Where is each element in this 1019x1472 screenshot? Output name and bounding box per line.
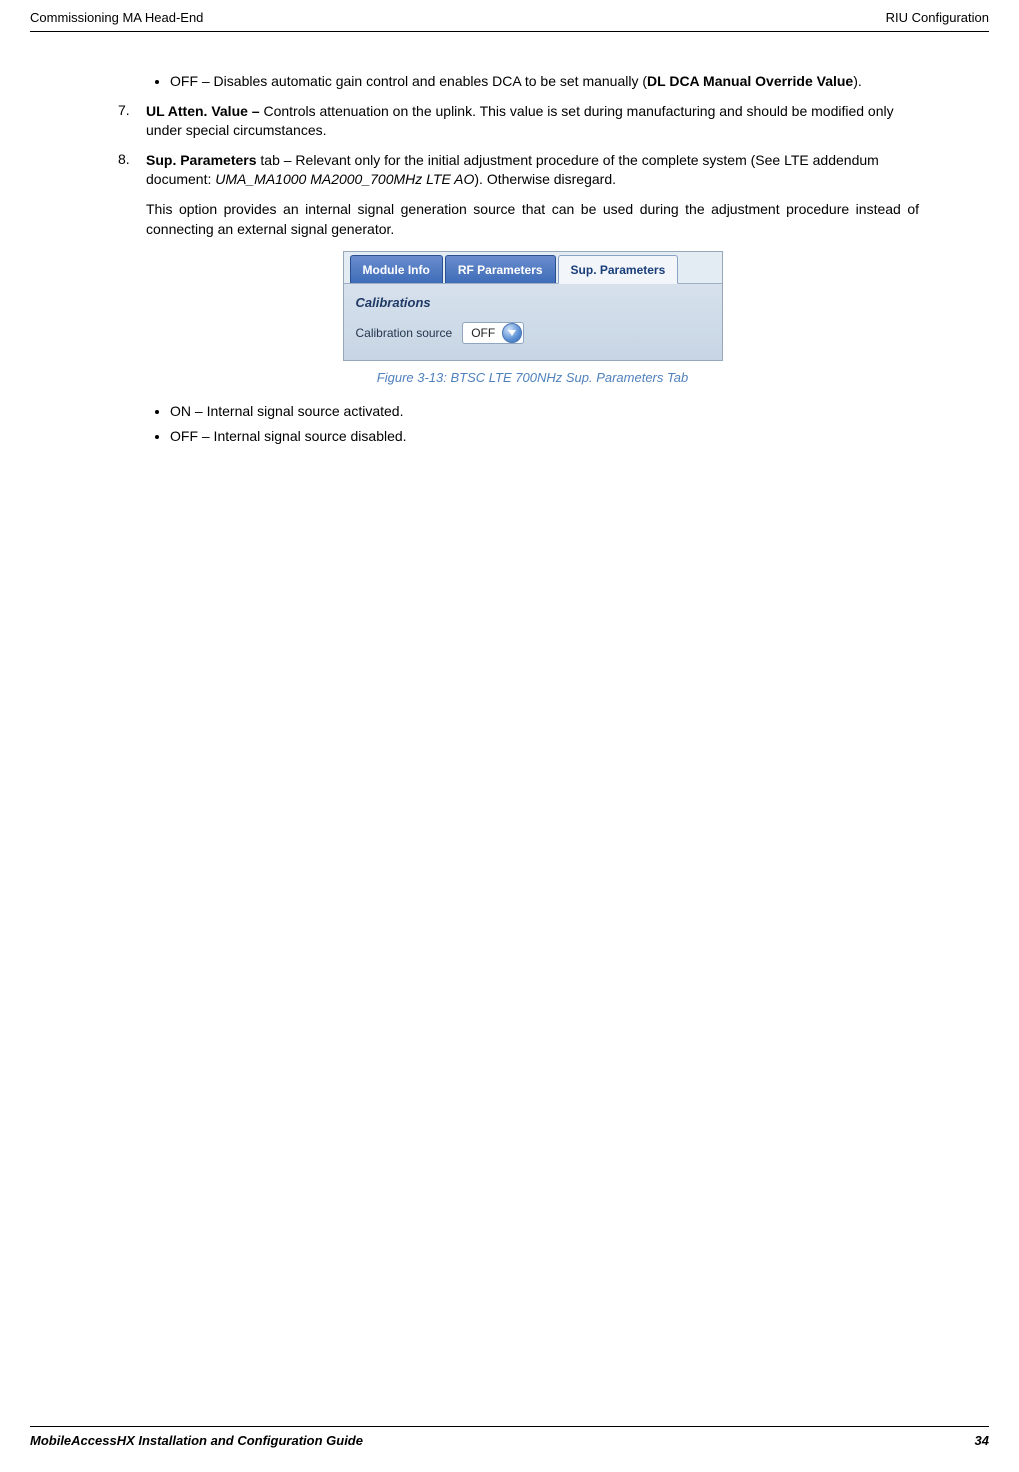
tab-sup-parameters-label: Sup. Parameters: [571, 263, 666, 277]
item7-body: UL Atten. Value – Controls attenuation o…: [146, 102, 919, 141]
item8-num: 8.: [118, 151, 146, 457]
item8-p2: This option provides an internal signal …: [146, 200, 919, 239]
bullet-off-item: OFF – Disables automatic gain control an…: [170, 72, 919, 92]
ui-tabs: Module Info RF Parameters Sup. Parameter…: [344, 252, 722, 284]
figure-wrap: Module Info RF Parameters Sup. Parameter…: [146, 251, 919, 361]
bullet-off-post: ).: [853, 73, 862, 89]
tab-rf-parameters[interactable]: RF Parameters: [445, 255, 556, 283]
header-right: RIU Configuration: [886, 10, 989, 25]
ui-screenshot: Module Info RF Parameters Sup. Parameter…: [343, 251, 723, 361]
item8-p1: Sup. Parameters tab – Relevant only for …: [146, 151, 919, 190]
calibration-source-select[interactable]: OFF: [462, 322, 524, 344]
bullet-list-1: OFF – Disables automatic gain control an…: [170, 72, 919, 92]
calibration-row: Calibration source OFF: [356, 322, 710, 344]
item8-post: ). Otherwise disregard.: [474, 171, 616, 187]
footer-row: MobileAccessHX Installation and Configur…: [30, 1433, 989, 1448]
tab-module-info-label: Module Info: [363, 263, 430, 277]
page-footer: MobileAccessHX Installation and Configur…: [30, 1426, 989, 1448]
dropdown-arrow-icon[interactable]: [502, 323, 522, 343]
ordered-item-7: 7. UL Atten. Value – Controls attenuatio…: [118, 102, 919, 141]
footer-left: MobileAccessHX Installation and Configur…: [30, 1433, 363, 1448]
bullet-off2: OFF – Internal signal source disabled.: [170, 427, 919, 447]
content-area: OFF – Disables automatic gain control an…: [0, 32, 1019, 457]
figure-caption: Figure 3-13: BTSC LTE 700NHz Sup. Parame…: [146, 369, 919, 387]
item8-body: Sup. Parameters tab – Relevant only for …: [146, 151, 919, 457]
item7-num: 7.: [118, 102, 146, 141]
header-left: Commissioning MA Head-End: [30, 10, 203, 25]
calibration-label: Calibration source: [356, 325, 453, 342]
item8-bold: Sup. Parameters: [146, 152, 257, 168]
bullet-on: ON – Internal signal source activated.: [170, 402, 919, 422]
bullet-off-pre: OFF – Disables automatic gain control an…: [170, 73, 647, 89]
item7-bold: UL Atten. Value –: [146, 103, 263, 119]
tab-rf-parameters-label: RF Parameters: [458, 263, 543, 277]
calibrations-title: Calibrations: [356, 294, 710, 312]
page-header: Commissioning MA Head-End RIU Configurat…: [0, 0, 1019, 31]
footer-rule: [30, 1426, 989, 1427]
bullet-off-bold: DL DCA Manual Override Value: [647, 73, 853, 89]
tab-sup-parameters[interactable]: Sup. Parameters: [558, 255, 679, 284]
calibration-source-value: OFF: [471, 325, 501, 342]
ui-body: Calibrations Calibration source OFF: [344, 284, 722, 360]
bullet-list-2: ON – Internal signal source activated. O…: [170, 402, 919, 447]
ordered-item-8: 8. Sup. Parameters tab – Relevant only f…: [118, 151, 919, 457]
tab-module-info[interactable]: Module Info: [350, 255, 443, 283]
footer-page-number: 34: [975, 1433, 989, 1448]
item8-italic: UMA_MA1000 MA2000_700MHz LTE AO: [215, 171, 474, 187]
